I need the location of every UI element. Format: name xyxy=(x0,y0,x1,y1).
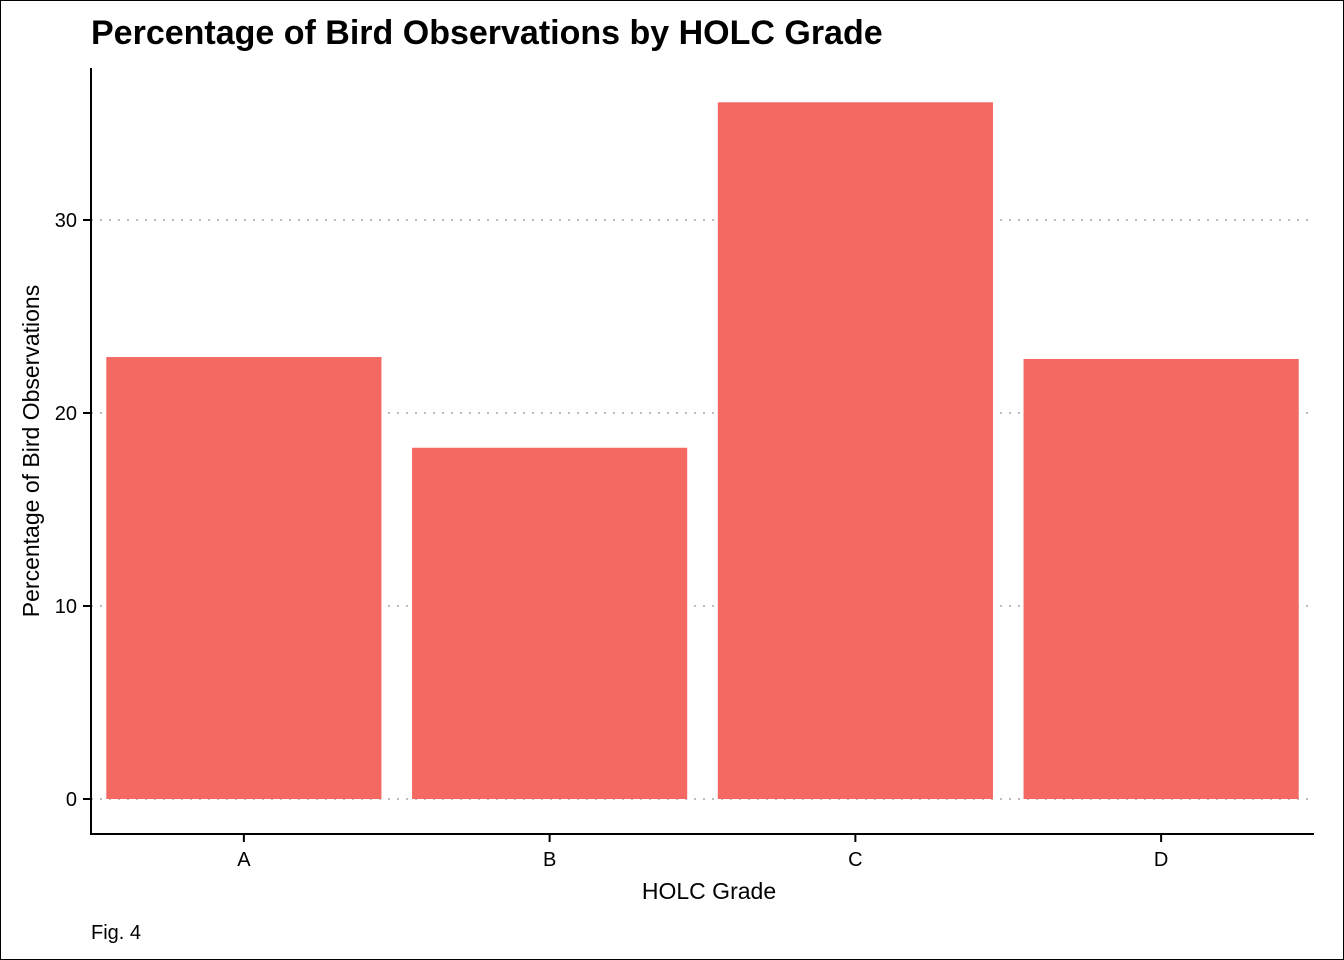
y-tick-label: 10 xyxy=(55,596,77,618)
x-tick-label: D xyxy=(1154,849,1168,871)
axes xyxy=(90,68,1314,835)
x-tick-label: B xyxy=(543,849,556,871)
x-ticks: A B C D xyxy=(237,834,1168,871)
y-ticks: 0 10 20 30 xyxy=(55,210,91,811)
bar-c xyxy=(717,102,993,799)
bar-a xyxy=(106,357,382,799)
figure-caption: Fig. 4 xyxy=(91,922,141,944)
y-tick-label: 30 xyxy=(55,210,77,232)
y-tick-label: 0 xyxy=(66,789,77,811)
chart-title: Percentage of Bird Observations by HOLC … xyxy=(91,14,883,52)
bar-b xyxy=(412,447,688,799)
y-axis-title: Percentage of Bird Observations xyxy=(18,285,44,617)
bars xyxy=(106,102,1299,799)
bar-d xyxy=(1023,358,1299,799)
x-tick-label: A xyxy=(237,849,251,871)
x-axis-title: HOLC Grade xyxy=(642,878,776,904)
y-tick-label: 20 xyxy=(55,403,77,425)
x-tick-label: C xyxy=(848,849,862,871)
